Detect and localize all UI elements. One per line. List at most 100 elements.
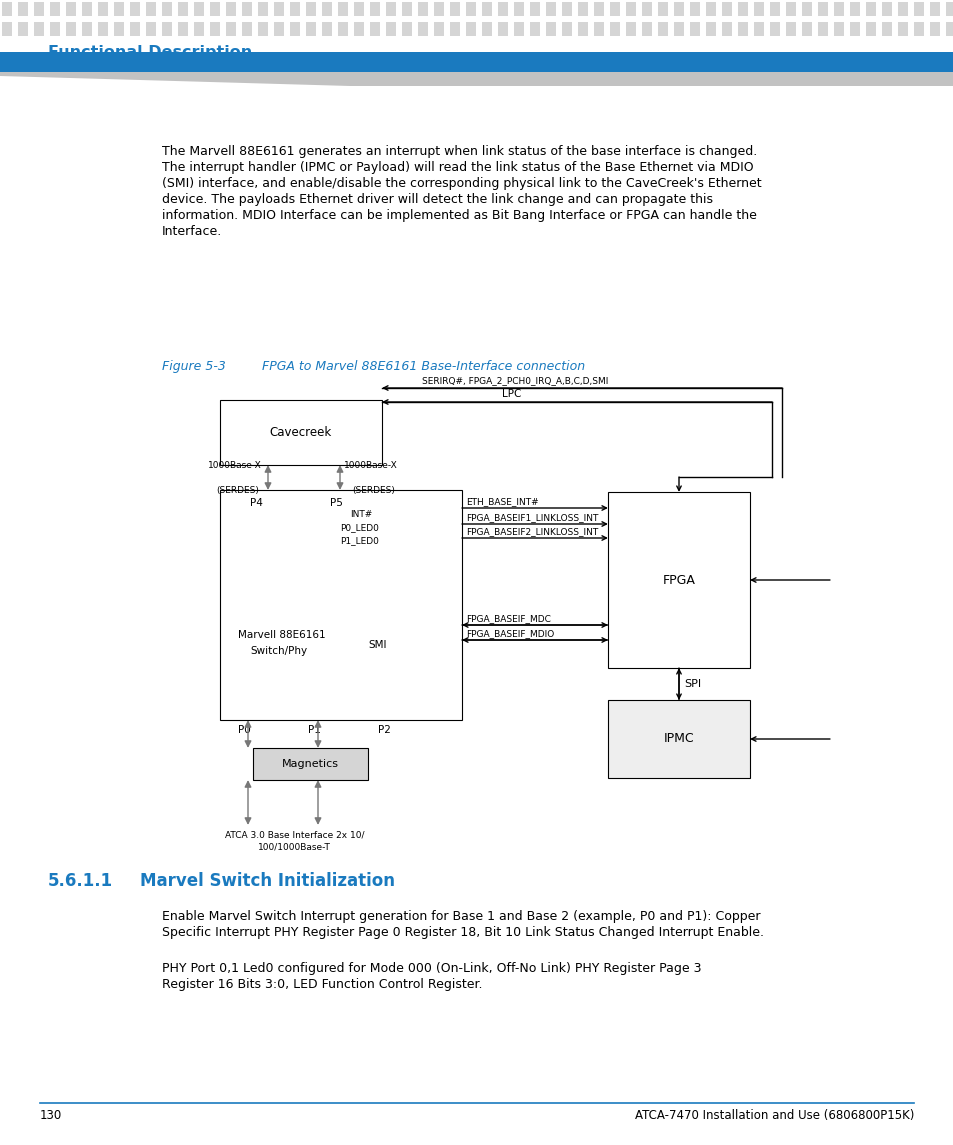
Bar (50, 22, 60, 35)
Text: Marvel Switch Initialization: Marvel Switch Initialization (140, 872, 395, 890)
Text: Functional Description: Functional Description (48, 45, 252, 60)
Bar (34, 2, 44, 16)
Text: FPGA_BASEIF1_LINKLOSS_INT: FPGA_BASEIF1_LINKLOSS_INT (465, 513, 598, 522)
Bar (113, 2, 124, 16)
Bar (210, 22, 220, 35)
Text: 1000Base-X: 1000Base-X (344, 461, 397, 469)
Text: Specific Interrupt PHY Register Page 0 Register 18, Bit 10 Link Status Changed I: Specific Interrupt PHY Register Page 0 R… (162, 926, 763, 939)
Text: Interface.: Interface. (162, 226, 222, 238)
Bar (130, 2, 140, 16)
Bar (162, 2, 172, 16)
Bar (769, 22, 780, 35)
Bar (625, 22, 636, 35)
Text: P1_LED0: P1_LED0 (339, 536, 378, 545)
Bar (386, 22, 395, 35)
Bar (465, 22, 476, 35)
Bar (785, 2, 795, 16)
Bar (306, 22, 315, 35)
Bar (801, 2, 811, 16)
Text: PHY Port 0,1 Led0 configured for Mode 000 (On-Link, Off-No Link) PHY Register Pa: PHY Port 0,1 Led0 configured for Mode 00… (162, 962, 700, 976)
Text: IPMC: IPMC (663, 733, 694, 745)
Bar (833, 2, 843, 16)
Text: SMI: SMI (368, 640, 386, 650)
Text: LPC: LPC (501, 389, 521, 398)
Bar (290, 22, 299, 35)
Bar (849, 2, 859, 16)
Text: (SERDES): (SERDES) (215, 485, 258, 495)
Bar (561, 2, 572, 16)
Text: (SERDES): (SERDES) (352, 485, 395, 495)
Bar (465, 2, 476, 16)
Bar (545, 2, 556, 16)
Bar (689, 22, 700, 35)
Bar (833, 22, 843, 35)
Bar (18, 2, 28, 16)
Text: Marvell 88E6161: Marvell 88E6161 (237, 630, 325, 640)
Text: 5.6.1.1: 5.6.1.1 (48, 872, 113, 890)
Bar (561, 22, 572, 35)
Bar (514, 2, 523, 16)
Bar (578, 2, 587, 16)
Bar (882, 2, 891, 16)
Bar (257, 22, 268, 35)
Bar (274, 2, 284, 16)
Bar (306, 2, 315, 16)
Text: P5: P5 (330, 498, 342, 508)
Bar (607, 700, 749, 777)
Bar (865, 2, 875, 16)
Bar (913, 2, 923, 16)
Text: ETH_BASE_INT#: ETH_BASE_INT# (465, 497, 538, 506)
Bar (401, 22, 412, 35)
Bar (434, 22, 443, 35)
Bar (178, 2, 188, 16)
Bar (18, 22, 28, 35)
Text: Magnetics: Magnetics (282, 759, 338, 769)
Bar (370, 2, 379, 16)
Bar (738, 2, 747, 16)
Bar (34, 22, 44, 35)
Text: INT#: INT# (350, 510, 372, 519)
Bar (497, 2, 507, 16)
Bar (705, 22, 716, 35)
Bar (274, 22, 284, 35)
Text: 130: 130 (40, 1110, 62, 1122)
Bar (417, 22, 428, 35)
Text: information. MDIO Interface can be implemented as Bit Bang Interface or FPGA can: information. MDIO Interface can be imple… (162, 210, 756, 222)
Text: ATCA 3.0 Base Interface 2x 10/: ATCA 3.0 Base Interface 2x 10/ (225, 830, 364, 839)
Text: Enable Marvel Switch Interrupt generation for Base 1 and Base 2 (example, P0 and: Enable Marvel Switch Interrupt generatio… (162, 910, 760, 923)
Bar (849, 22, 859, 35)
Bar (769, 2, 780, 16)
Polygon shape (0, 72, 953, 86)
Bar (354, 22, 364, 35)
Bar (226, 2, 235, 16)
Text: P1: P1 (308, 725, 320, 735)
Text: FPGA: FPGA (662, 574, 695, 586)
Bar (545, 22, 556, 35)
Bar (594, 22, 603, 35)
Bar (66, 22, 76, 35)
Bar (689, 2, 700, 16)
Bar (753, 2, 763, 16)
Bar (337, 22, 348, 35)
Bar (738, 22, 747, 35)
Bar (0, 52, 953, 72)
Text: FPGA_BASEIF_MDC: FPGA_BASEIF_MDC (465, 614, 550, 623)
Text: FPGA_BASEIF2_LINKLOSS_INT: FPGA_BASEIF2_LINKLOSS_INT (465, 527, 598, 536)
Bar (817, 22, 827, 35)
Text: The Marvell 88E6161 generates an interrupt when link status of the base interfac: The Marvell 88E6161 generates an interru… (162, 145, 757, 158)
Text: ATCA-7470 Installation and Use (6806800P15K): ATCA-7470 Installation and Use (6806800P… (634, 1110, 913, 1122)
Text: 1000Base-X: 1000Base-X (208, 461, 261, 469)
Bar (210, 2, 220, 16)
Bar (322, 22, 332, 35)
Bar (417, 2, 428, 16)
Bar (178, 22, 188, 35)
Bar (220, 490, 461, 720)
Bar (290, 2, 299, 16)
Bar (337, 2, 348, 16)
Text: Switch/Phy: Switch/Phy (250, 646, 307, 656)
Bar (658, 22, 667, 35)
Bar (354, 2, 364, 16)
Bar (253, 748, 368, 780)
Bar (641, 2, 651, 16)
Bar (785, 22, 795, 35)
